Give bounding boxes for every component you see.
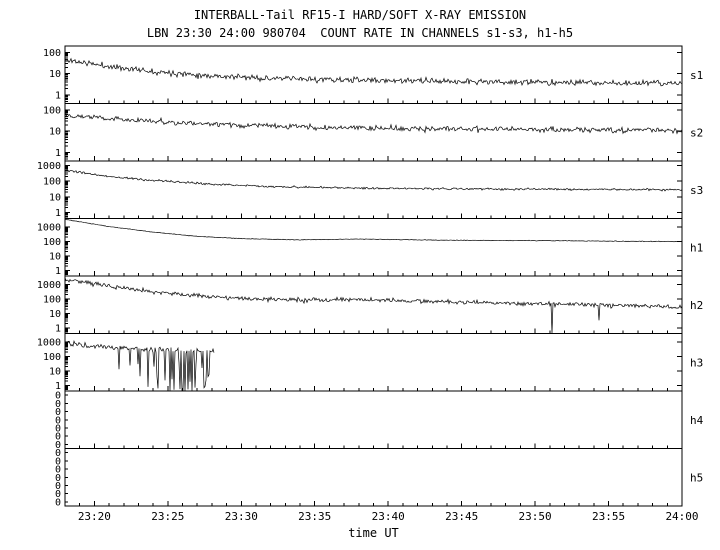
- panel-frame-h5: [64, 448, 683, 507]
- series-h2: [64, 277, 683, 334]
- x-tick-label: 23:25: [151, 510, 184, 523]
- y-zero-label: 0: [55, 489, 61, 500]
- x-tick-label: 23:55: [592, 510, 625, 523]
- y-tick-label: 1: [55, 91, 61, 102]
- y-zero-label: 0: [55, 415, 61, 426]
- channel-label-h5: h5: [690, 471, 703, 484]
- channel-label-h3: h3: [690, 356, 703, 369]
- y-zero-label: 0: [55, 473, 61, 484]
- y-tick-label: 1: [55, 148, 61, 159]
- channel-label-s2: s2: [690, 126, 703, 139]
- series-s1: [64, 57, 683, 87]
- y-tick-label: 100: [43, 48, 61, 59]
- y-zero-label: 0: [55, 440, 61, 451]
- y-tick-label: 10: [49, 309, 61, 320]
- y-zero-label: 0: [55, 448, 61, 459]
- panel-frame-h2: [64, 275, 683, 334]
- x-axis-label: time UT: [348, 526, 399, 540]
- y-tick-label: 10: [49, 127, 61, 138]
- series-s2: [64, 112, 683, 135]
- y-tick-label: 100: [43, 105, 61, 116]
- y-zero-label: 0: [55, 497, 61, 508]
- x-tick-label: 23:30: [225, 510, 258, 523]
- x-tick-label: 23:35: [298, 510, 331, 523]
- panel-h3: 1000 100 10 1 h3: [37, 333, 703, 392]
- panel-frame-s2: [64, 103, 683, 162]
- y-tick-label: 1: [55, 381, 61, 392]
- y-zero-label: 0: [55, 456, 61, 467]
- panel-s2: 100 10 1 s2: [43, 103, 703, 162]
- y-zero-label: 0: [55, 391, 61, 402]
- y-zero-label: 0: [55, 423, 61, 434]
- y-tick-label: 1: [55, 208, 61, 219]
- panel-h2: 1000 100 10 1 h2: [37, 275, 703, 334]
- y-zero-label: 0: [55, 432, 61, 443]
- series-h3: [64, 339, 215, 392]
- channel-label-h1: h1: [690, 241, 703, 254]
- x-tick-label: 23:40: [372, 510, 405, 523]
- y-tick-label: 100: [43, 237, 61, 248]
- x-tick-label: 23:45: [445, 510, 478, 523]
- chart-subtitle: LBN 23:30 24:00 980704 COUNT RATE IN CHA…: [146, 26, 574, 40]
- y-zero-label: 0: [55, 481, 61, 492]
- y-tick-label: 1000: [37, 280, 61, 291]
- series-s3: [64, 169, 683, 192]
- y-tick-label: 100: [43, 177, 61, 188]
- panel-frame-h4: [64, 390, 683, 449]
- y-tick-label: 10: [49, 192, 61, 203]
- chart-title: INTERBALL-Tail RF15-I HARD/SOFT X-RAY EM…: [193, 8, 527, 22]
- y-tick-label: 1000: [37, 161, 61, 172]
- y-tick-label: 10: [49, 251, 61, 262]
- channel-label-s1: s1: [690, 69, 703, 82]
- panel-s3: 1000 100 10 1 s3: [37, 160, 703, 219]
- y-tick-label: 10: [49, 366, 61, 377]
- x-tick-label: 24:00: [665, 510, 698, 523]
- channel-label-h2: h2: [690, 299, 703, 312]
- panel-s1: 100 10 1 s1: [43, 45, 703, 104]
- y-zero-label: 0: [55, 465, 61, 476]
- series-h1: [64, 219, 683, 243]
- panel-frame-h1: [64, 218, 683, 277]
- panel-frame-s1: [64, 45, 683, 104]
- y-tick-label: 1000: [37, 338, 61, 349]
- panel-h1: 1000 100 10 1 h1: [37, 218, 703, 277]
- y-tick-label: 1000: [37, 223, 61, 234]
- y-tick-label: 1: [55, 323, 61, 334]
- x-tick-label: 23:20: [78, 510, 111, 523]
- y-tick-label: 1: [55, 266, 61, 277]
- channel-label-h4: h4: [690, 414, 704, 427]
- x-tick-label: 23:50: [519, 510, 552, 523]
- y-tick-label: 100: [43, 352, 61, 363]
- y-tick-label: 10: [49, 69, 61, 80]
- y-zero-label: 0: [55, 399, 61, 410]
- channel-label-s3: s3: [690, 184, 703, 197]
- y-tick-label: 100: [43, 295, 61, 306]
- y-zero-label: 0: [55, 407, 61, 418]
